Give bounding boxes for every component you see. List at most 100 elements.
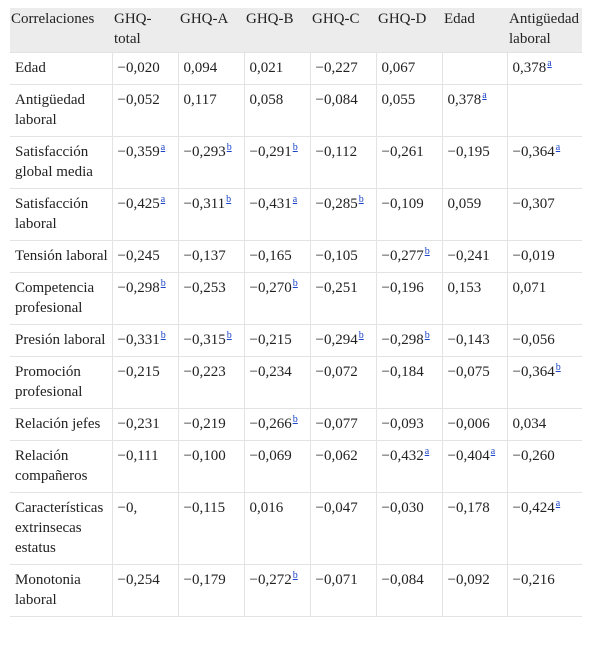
table-cell: −0,052: [111, 84, 178, 137]
cell-value: −0,277: [381, 248, 424, 264]
footnote-link[interactable]: b: [292, 570, 298, 581]
header-ghq-total: GHQ-total: [112, 8, 178, 53]
cell-value: −0,425: [117, 196, 160, 212]
cell-value: −0,219: [183, 416, 226, 432]
cell-value: −0,272: [249, 572, 292, 588]
cell-value: −0,030: [381, 500, 424, 516]
table-cell: −0,307: [506, 188, 582, 241]
table-cell: −0,215: [111, 356, 178, 409]
footnote-link[interactable]: b: [160, 330, 166, 341]
table-cell: 0,094: [177, 52, 244, 85]
cell-value: −0,019: [512, 248, 555, 264]
table-cell: −0,431a: [243, 188, 310, 241]
table-cell: −0,404a: [441, 440, 507, 493]
row-label: Edad: [10, 52, 112, 85]
row-label: Relación jefes: [10, 408, 112, 441]
header-ghq-a: GHQ-A: [178, 8, 244, 53]
table-cell: −0,293b: [177, 136, 244, 189]
table-cell: −0,294b: [309, 324, 376, 357]
table-row: Competencia profesional −0,298b −0,253 −0,2…: [10, 272, 582, 325]
cell-value: −0,020: [117, 60, 160, 76]
footnote-link[interactable]: b: [424, 246, 430, 257]
footnote-link[interactable]: a: [547, 58, 552, 69]
footnote-link[interactable]: a: [292, 194, 298, 205]
table-cell: −0,109: [375, 188, 442, 241]
cell-value: −0,291: [249, 144, 292, 160]
footnote-link[interactable]: b: [226, 142, 232, 153]
table-cell: −0,266b: [243, 408, 310, 441]
row-label: Presión laboral: [10, 324, 112, 357]
table-cell: 0,055: [375, 84, 442, 137]
footnote-link[interactable]: b: [555, 362, 561, 373]
footnote-link[interactable]: b: [226, 330, 232, 341]
cell-value: −0,069: [249, 448, 292, 464]
cell-value: −0,084: [315, 92, 358, 108]
footnote-link[interactable]: a: [160, 142, 166, 153]
cell-value: −0,195: [447, 144, 490, 160]
table-row: Presión laboral −0,331b −0,315b −0,215 −0,29…: [10, 324, 582, 357]
cell-value: 0,021: [249, 60, 284, 76]
cell-value: −0,431: [249, 196, 292, 212]
cell-value: −0,071: [315, 572, 358, 588]
header-edad: Edad: [442, 8, 507, 53]
table-cell: −0,331b: [111, 324, 178, 357]
footnote-link[interactable]: b: [292, 414, 298, 425]
table-cell: −0,424a: [506, 492, 582, 565]
footnote-link[interactable]: a: [160, 194, 166, 205]
table-cell: 0,067: [375, 52, 442, 85]
cell-value: −0,215: [249, 332, 292, 348]
cell-value: 0,016: [249, 500, 284, 516]
header-ghq-c: GHQ-C: [310, 8, 376, 53]
table-cell: −0,062: [309, 440, 376, 493]
table-cell: −0,196: [375, 272, 442, 325]
row-label: Antigüedad laboral: [10, 84, 112, 137]
table-cell: 0,071: [506, 272, 582, 325]
table-cell: −0,071: [309, 564, 376, 617]
cell-value: 0,059: [447, 196, 482, 212]
row-label: Características extrinsecas estatus: [10, 492, 112, 565]
row-label: Satisfacción laboral: [10, 188, 112, 241]
cell-value: −0,404: [447, 448, 490, 464]
footnote-link[interactable]: b: [424, 330, 430, 341]
cell-value: −0,285: [315, 196, 358, 212]
table-cell: −0,260: [506, 440, 582, 493]
footnote-link[interactable]: b: [358, 330, 364, 341]
table-cell: 0,021: [243, 52, 310, 85]
cell-value: −0,075: [447, 364, 490, 380]
cell-value: −0,432: [381, 448, 424, 464]
footnote-link[interactable]: b: [292, 142, 298, 153]
cell-value: −0,105: [315, 248, 358, 264]
cell-value: −0,062: [315, 448, 358, 464]
cell-value: −0,006: [447, 416, 490, 432]
table-cell: −0,112: [309, 136, 376, 189]
table-cell: −0,359a: [111, 136, 178, 189]
footnote-link[interactable]: a: [555, 498, 561, 509]
footnote-link[interactable]: b: [292, 278, 298, 289]
table-row: Tensión laboral −0,245 −0,137 −0,165 −0,105 −…: [10, 240, 582, 273]
cell-value: −0,077: [315, 416, 358, 432]
footnote-link[interactable]: b: [160, 278, 166, 289]
cell-value: −0,047: [315, 500, 358, 516]
cell-value: −0,245: [117, 248, 160, 264]
footnote-link[interactable]: a: [482, 90, 487, 101]
cell-value: −0,093: [381, 416, 424, 432]
table-cell: −0,272b: [243, 564, 310, 617]
table-cell: −0,184: [375, 356, 442, 409]
cell-value: −0,178: [447, 500, 490, 516]
footnote-link[interactable]: b: [226, 194, 232, 205]
table-cell: −0,223: [177, 356, 244, 409]
header-ghq-b: GHQ-B: [244, 8, 310, 53]
footnote-link[interactable]: a: [555, 142, 561, 153]
cell-value: −0,364: [512, 364, 555, 380]
table-cell: −0,030: [375, 492, 442, 565]
table-cell: −0,219: [177, 408, 244, 441]
cell-value: −0,072: [315, 364, 358, 380]
table-cell: −0,364b: [506, 356, 582, 409]
table-cell: 0,117: [177, 84, 244, 137]
table-row: Antigüedad laboral −0,052 0,117 0,058 −0,084…: [10, 84, 582, 137]
table-cell: 0,059: [441, 188, 507, 241]
footnote-link[interactable]: b: [358, 194, 364, 205]
footnote-link[interactable]: a: [424, 446, 430, 457]
footnote-link[interactable]: a: [490, 446, 496, 457]
cell-value: −0,052: [117, 92, 160, 108]
